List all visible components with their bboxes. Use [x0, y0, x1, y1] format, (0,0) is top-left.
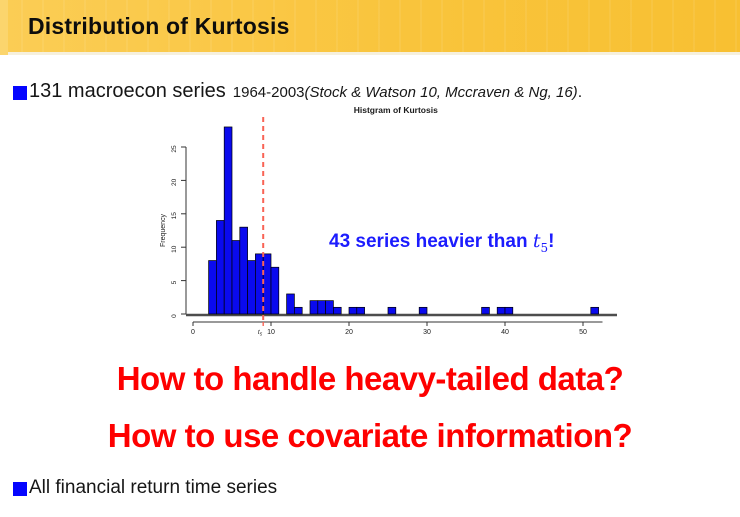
- histogram-bar: [333, 306, 342, 315]
- histogram-bar: [294, 306, 303, 315]
- histogram-bar: [208, 260, 217, 315]
- bullet1-citation-text: (Stock & Watson 10, Mccraven & Ng, 16): [304, 84, 578, 101]
- y-tick-label: 10: [171, 245, 178, 253]
- annotation-prefix: 43 series heavier than: [329, 231, 533, 252]
- histogram-bar: [247, 260, 256, 315]
- bullet1-main-text: 131 macroecon series: [29, 80, 226, 102]
- histogram-svg: Histgram of Kurtosis 0 5 10 15 20 25 Frequency 0…: [160, 105, 617, 337]
- x-tick-label: 20: [345, 329, 353, 336]
- histogram-bar: [325, 300, 334, 315]
- header-accent-strip: [0, 0, 8, 55]
- y-tick-label: 15: [171, 212, 178, 220]
- annotation-suffix: !: [548, 231, 555, 252]
- slide-header-bar: Distribution of Kurtosis: [0, 0, 740, 55]
- kurtosis-histogram: Histgram of Kurtosis 0 5 10 15 20 25 Frequency 0…: [155, 103, 630, 341]
- bullet-square-icon: [13, 85, 27, 100]
- chart-title: Histgram of Kurtosis: [354, 105, 438, 115]
- bullet-financial-series: All financial return time series: [13, 477, 277, 499]
- histogram-bar: [504, 306, 514, 315]
- histogram-bar: [270, 266, 280, 315]
- x-tick-label: 50: [579, 329, 587, 336]
- x-tick-label: 0: [191, 329, 195, 336]
- y-axis-title: Frequency: [160, 213, 167, 247]
- slide-title: Distribution of Kurtosis: [28, 13, 290, 39]
- y-tick-label: 5: [171, 280, 178, 284]
- y-tick-label: 25: [171, 145, 178, 153]
- bullet-macroecon-series: 131 macroecon series 1964-2003 (Stock & …: [13, 80, 582, 103]
- bullet1-period-mark: .: [577, 84, 583, 101]
- histogram-bar: [348, 306, 358, 315]
- bullet-square-icon: [13, 482, 27, 496]
- bullet2-text: All financial return time series: [29, 477, 278, 498]
- histogram-bar: [223, 126, 233, 315]
- histogram-bar: [255, 253, 264, 315]
- histogram-bar: [239, 226, 248, 315]
- x-tick-label: 40: [501, 329, 509, 336]
- histogram-bar: [309, 300, 319, 315]
- histogram-bar: [418, 306, 428, 315]
- histogram-bar: [496, 306, 506, 315]
- histogram-bar: [286, 293, 295, 315]
- annotation-t-symbol: t: [532, 230, 541, 252]
- histogram-bar: [262, 253, 272, 315]
- histogram-bar: [387, 306, 397, 315]
- question-covariate: How to use covariate information?: [107, 417, 633, 454]
- y-tick-label: 20: [171, 178, 178, 186]
- x-tick-label: 10: [267, 329, 275, 336]
- annotation-t-subscript: 5: [540, 240, 549, 255]
- histogram-bar: [481, 306, 490, 315]
- t5-tick-label: t5: [258, 329, 263, 337]
- heavy-tail-annotation: 43 series heavier than t5!: [329, 230, 554, 255]
- question-heavy-tailed: How to handle heavy-tailed data?: [116, 360, 624, 397]
- histogram-bar: [231, 240, 241, 315]
- y-tick-label: 0: [171, 314, 178, 318]
- histogram-bar: [356, 306, 365, 315]
- histogram-bar: [216, 220, 225, 315]
- histogram-bar: [590, 306, 599, 315]
- bullet1-period-text: 1964-2003: [232, 84, 305, 101]
- histogram-bar: [317, 300, 326, 315]
- x-tick-label: 30: [423, 329, 431, 336]
